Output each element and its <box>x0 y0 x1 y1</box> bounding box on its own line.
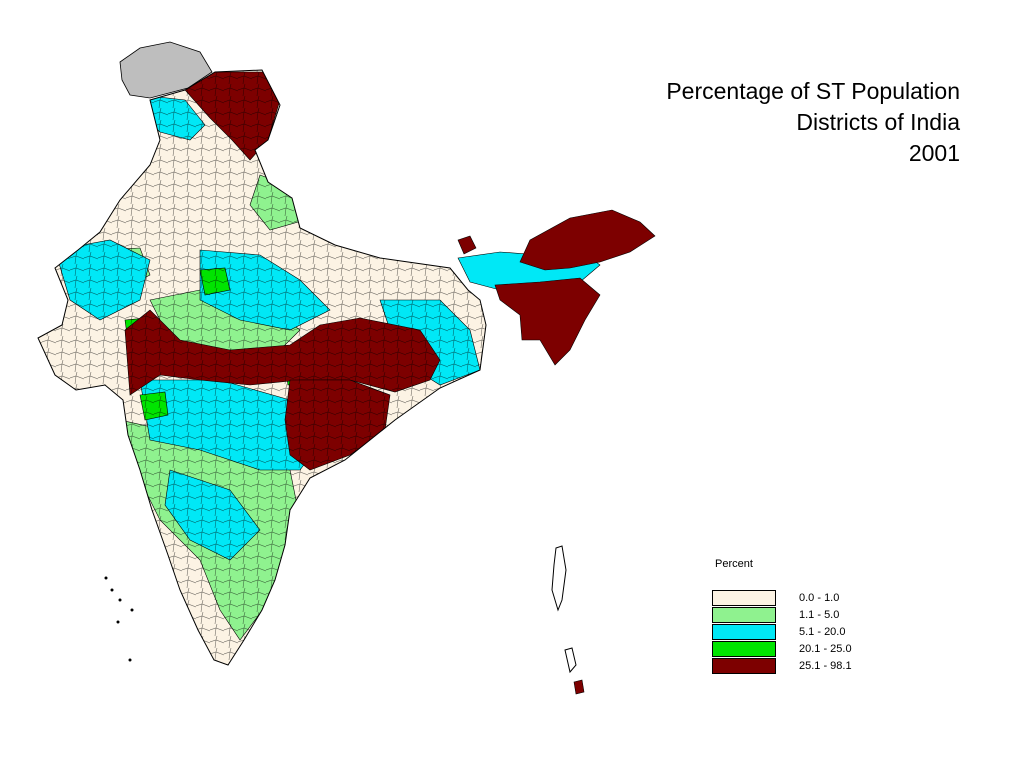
region-northeast-maroon-south <box>494 277 601 366</box>
title-line-1: Percentage of ST Population <box>666 78 960 104</box>
legend-title: Percent <box>715 558 753 570</box>
legend-swatch <box>712 607 776 623</box>
title-line-2: Districts of India <box>796 109 960 135</box>
region-sikkim <box>457 235 477 255</box>
legend-item: 25.1 - 98.1 <box>712 658 872 675</box>
nicobar-maroon <box>573 679 585 695</box>
region-northeast-maroon <box>519 209 656 271</box>
lakshadweep-island <box>104 576 108 580</box>
legend-label: 0.0 - 1.0 <box>799 592 840 604</box>
legend-label: 5.1 - 20.0 <box>799 626 846 638</box>
map-title: Percentage of ST Population Districts of… <box>666 76 960 169</box>
india-outline <box>37 69 487 666</box>
legend-item: 1.1 - 5.0 <box>712 607 872 624</box>
title-line-3: 2001 <box>908 140 960 166</box>
lakshadweep-island <box>130 608 134 612</box>
andaman-islands <box>551 545 567 612</box>
legend-swatch <box>712 624 776 640</box>
legend-item: 5.1 - 20.0 <box>712 624 872 641</box>
lakshadweep-island <box>116 620 120 624</box>
legend-swatch <box>712 658 776 674</box>
legend-swatch <box>712 590 776 606</box>
legend-item: 20.1 - 25.0 <box>712 641 872 658</box>
legend-label: 20.1 - 25.0 <box>799 643 852 655</box>
legend-item: 0.0 - 1.0 <box>712 590 872 607</box>
lakshadweep-island <box>118 598 122 602</box>
legend-label: 1.1 - 5.0 <box>799 609 840 621</box>
legend-label: 25.1 - 98.1 <box>799 660 852 672</box>
legend-swatch <box>712 641 776 657</box>
lakshadweep-island <box>110 588 114 592</box>
region-no-data <box>119 41 213 99</box>
nicobar-islands <box>564 647 577 674</box>
lakshadweep-island <box>128 658 132 662</box>
